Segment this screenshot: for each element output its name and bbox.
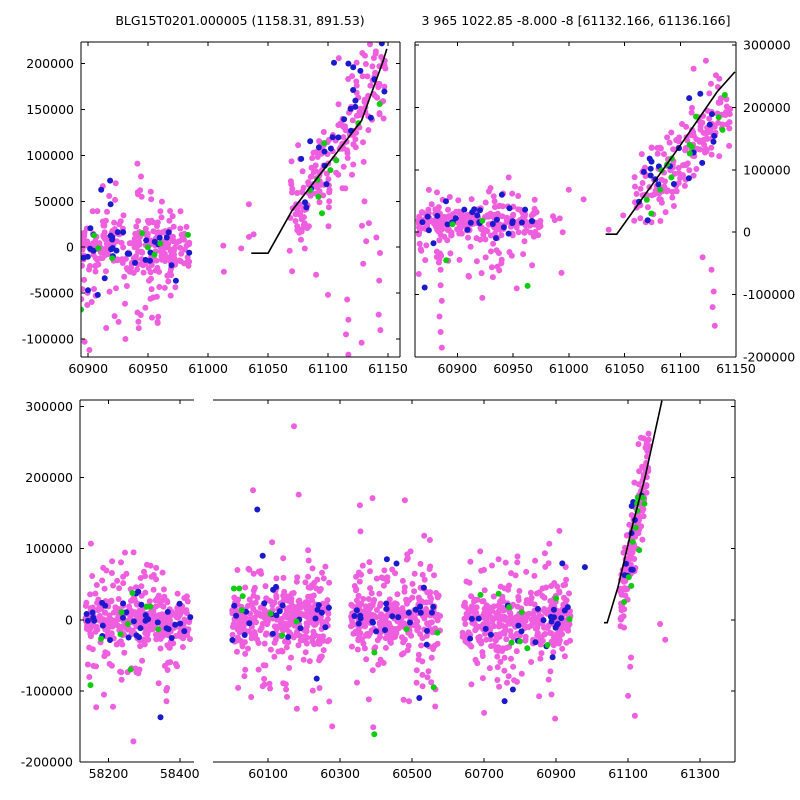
svg-text:0: 0 (65, 612, 73, 627)
svg-text:61100: 61100 (660, 361, 700, 376)
svg-text:200000: 200000 (26, 56, 74, 71)
svg-text:100000: 100000 (25, 541, 73, 556)
svg-text:0: 0 (66, 240, 74, 255)
svg-text:150000: 150000 (26, 102, 74, 117)
svg-text:-200000: -200000 (743, 350, 795, 365)
model-curve (604, 400, 663, 624)
subplot-top-left: 60900 60950 61000 61050 61100 61150 200000 1500… (22, 41, 408, 376)
model-curve (605, 71, 736, 235)
axes-frame (79, 399, 736, 763)
axes-frame (414, 41, 737, 358)
svg-text:61300: 61300 (680, 766, 720, 781)
subplot-title-left: BLG15T0201.000005 (1158.31, 891.53) (115, 13, 365, 28)
svg-text:60100: 60100 (248, 766, 288, 781)
svg-text:61150: 61150 (716, 361, 756, 376)
svg-text:200000: 200000 (743, 100, 791, 115)
svg-text:61150: 61150 (368, 361, 408, 376)
svg-text:60900: 60900 (437, 361, 477, 376)
svg-text:-100000: -100000 (21, 683, 73, 698)
axis-ticks (81, 42, 400, 357)
svg-text:50000: 50000 (34, 194, 74, 209)
scatter-points (415, 57, 734, 351)
axis-tick-labels: 60900 60950 61000 61050 61100 61150 200000 1500… (22, 56, 408, 376)
svg-text:300000: 300000 (743, 38, 791, 53)
axis-tick-labels: 60900 60950 61000 61050 61100 61150 300000 2000… (437, 38, 795, 376)
svg-text:-200000: -200000 (21, 755, 73, 770)
subplot-bottom: 58200 58400 60100 60300 60500 60700 60900 61100… (21, 399, 736, 781)
svg-text:58200: 58200 (89, 766, 129, 781)
svg-text:-100000: -100000 (743, 287, 795, 302)
svg-text:61100: 61100 (308, 361, 348, 376)
svg-text:60300: 60300 (320, 766, 360, 781)
svg-text:60900: 60900 (536, 766, 576, 781)
scatter-points (81, 42, 389, 357)
svg-text:61050: 61050 (248, 361, 288, 376)
svg-text:-50000: -50000 (30, 286, 74, 301)
svg-text:60950: 60950 (128, 361, 168, 376)
scatter-points (82, 423, 669, 745)
axes-frame (80, 41, 401, 358)
svg-text:60950: 60950 (493, 361, 533, 376)
subplot-title-right: 3 965 1022.85 -8.000 -8 [61132.166, 6113… (421, 13, 731, 28)
svg-text:0: 0 (743, 225, 751, 240)
svg-text:100000: 100000 (26, 148, 74, 163)
svg-text:200000: 200000 (25, 470, 73, 485)
axis-ticks (415, 42, 737, 358)
svg-text:60500: 60500 (392, 766, 432, 781)
subplot-top-right: 60900 60950 61000 61050 61100 61150 300000 2000… (414, 38, 795, 376)
svg-text:61050: 61050 (605, 361, 645, 376)
svg-text:300000: 300000 (25, 399, 73, 414)
svg-text:58400: 58400 (160, 766, 200, 781)
axis-ticks (80, 400, 735, 763)
svg-text:100000: 100000 (743, 162, 791, 177)
svg-text:61100: 61100 (608, 766, 648, 781)
svg-text:61000: 61000 (549, 361, 589, 376)
svg-text:60900: 60900 (68, 361, 108, 376)
model-curve (251, 48, 388, 254)
axis-tick-labels: 58200 58400 60100 60300 60500 60700 60900 61100… (21, 399, 720, 781)
svg-text:60700: 60700 (464, 766, 504, 781)
svg-text:61000: 61000 (188, 361, 228, 376)
svg-text:-100000: -100000 (22, 332, 74, 347)
